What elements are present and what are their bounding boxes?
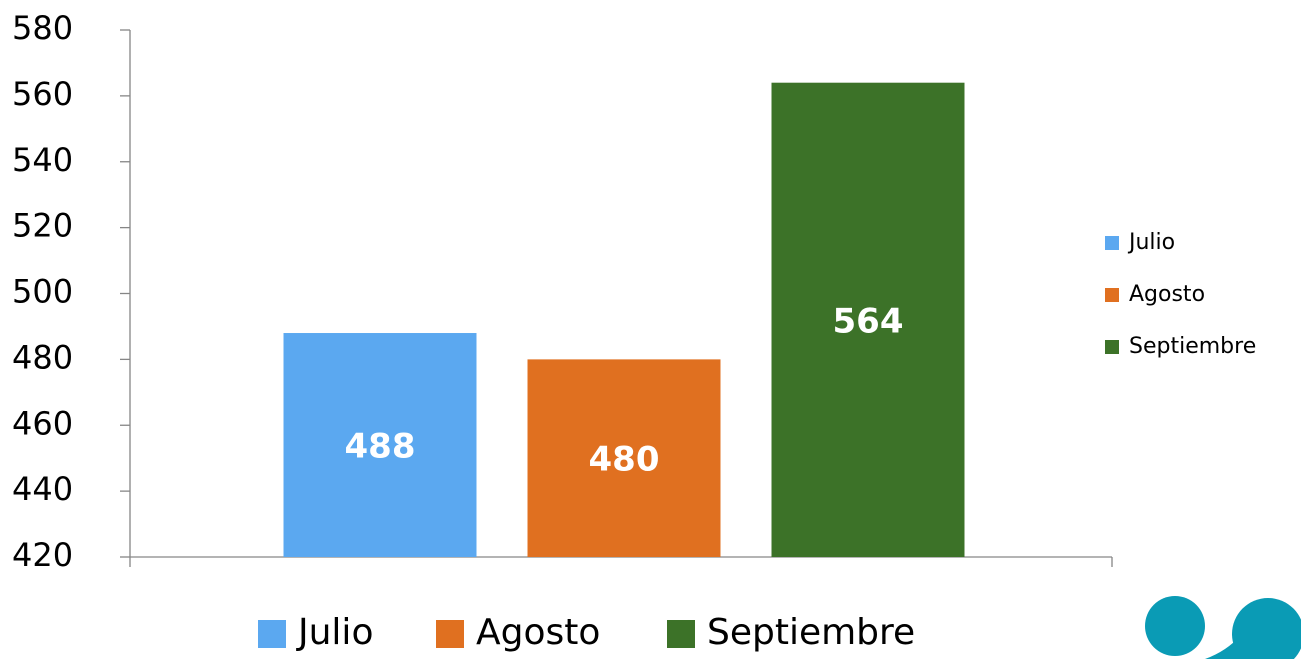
value-label: 564 bbox=[833, 301, 904, 341]
legend-swatch bbox=[1105, 288, 1119, 302]
legend-swatch bbox=[1105, 340, 1119, 354]
legend-label: Septiembre bbox=[707, 612, 915, 653]
legend-label: Septiembre bbox=[1129, 334, 1256, 359]
legend-label: Agosto bbox=[1129, 282, 1205, 307]
bar bbox=[283, 333, 477, 557]
legend-label: Julio bbox=[1127, 230, 1175, 255]
legend-swatch bbox=[258, 620, 286, 648]
y-tick-label: 560 bbox=[12, 75, 73, 113]
bar bbox=[527, 359, 721, 557]
value-label: 488 bbox=[345, 427, 416, 467]
legend-label: Agosto bbox=[476, 612, 600, 653]
y-tick-label: 500 bbox=[12, 273, 73, 311]
y-tick-label: 580 bbox=[12, 9, 73, 47]
bar bbox=[771, 82, 965, 557]
y-tick-label: 540 bbox=[12, 141, 73, 179]
y-tick-label: 420 bbox=[12, 536, 73, 574]
legend-swatch bbox=[1105, 236, 1119, 250]
legend-swatch bbox=[667, 620, 695, 648]
y-tick-label: 480 bbox=[12, 338, 73, 376]
value-label: 480 bbox=[589, 440, 660, 480]
legend-swatch bbox=[436, 620, 464, 648]
legend-label: Julio bbox=[296, 612, 373, 653]
y-tick-label: 520 bbox=[12, 207, 73, 245]
logo bbox=[1145, 596, 1301, 659]
y-tick-label: 440 bbox=[12, 470, 73, 508]
y-tick-label: 460 bbox=[12, 404, 73, 442]
